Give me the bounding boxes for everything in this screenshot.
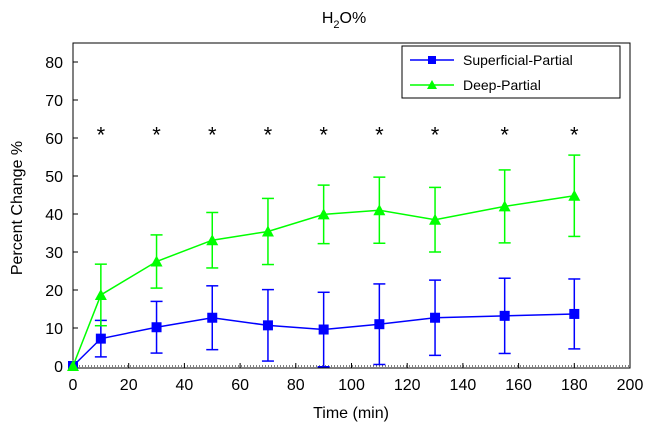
point-deep [498, 200, 511, 212]
point-superficial [499, 310, 510, 321]
chart-title: H2O% [322, 10, 366, 31]
point-deep [67, 360, 79, 371]
chart-title-subscript: 2 [333, 19, 339, 31]
legend-box [401, 45, 621, 99]
point-deep [373, 204, 386, 216]
point-deep [206, 234, 219, 246]
significance-marker: * [570, 122, 579, 147]
chart-title-rest: O% [340, 10, 367, 27]
x-tick-label: 80 [287, 377, 305, 394]
point-superficial [262, 320, 273, 331]
point-superficial [151, 322, 162, 333]
point-deep [317, 208, 330, 220]
point-superficial [430, 312, 441, 323]
significance-marker: * [500, 122, 509, 147]
significance-marker: * [375, 122, 384, 147]
significance-marker: * [319, 122, 328, 147]
x-tick-label: 120 [394, 377, 421, 394]
x-axis: 0 20 40 60 80 100 120 140 160 180 200 [69, 363, 644, 394]
y-tick-label: 40 [45, 207, 63, 224]
point-deep [94, 288, 107, 300]
legend-label-deep: Deep-Partial [463, 77, 541, 93]
x-tick-label: 60 [231, 377, 249, 394]
x-tick-label: 40 [176, 377, 194, 394]
y-tick-label: 80 [45, 55, 63, 72]
x-tick-label: 140 [450, 377, 477, 394]
significance-marker: * [152, 122, 161, 147]
x-tick-label: 160 [505, 377, 532, 394]
y-tick-label: 20 [45, 283, 63, 300]
x-tick-label: 100 [338, 377, 365, 394]
legend-marker-deep [427, 80, 437, 89]
significance-markers: * * * * * * * * * [97, 122, 579, 147]
significance-marker: * [208, 122, 217, 147]
x-axis-title: Time (min) [313, 405, 389, 422]
significance-marker: * [97, 122, 106, 147]
point-superficial [374, 319, 385, 330]
series-line-deep [72, 195, 575, 367]
y-tick-label: 60 [45, 131, 63, 148]
point-superficial [318, 324, 329, 335]
legend-label-superficial: Superficial-Partial [463, 52, 573, 68]
y-tick-label: 30 [45, 245, 63, 262]
y-axis-title: Percent Change % [9, 141, 26, 275]
point-deep [568, 189, 581, 201]
y-axis: 0 10 20 30 40 50 60 70 80 [45, 55, 78, 376]
x-tick-label: 180 [561, 377, 588, 394]
series-layer [67, 154, 581, 371]
legend: Superficial-Partial Deep-Partial [401, 45, 621, 99]
significance-marker: * [431, 122, 440, 147]
x-tick-label: 200 [617, 377, 644, 394]
x-tick-label: 20 [120, 377, 138, 394]
point-deep [150, 255, 163, 267]
point-deep [261, 225, 274, 237]
point-superficial [95, 333, 106, 344]
point-superficial [569, 308, 580, 319]
y-tick-label: 10 [45, 321, 63, 338]
x-tick-label: 0 [69, 377, 78, 394]
point-deep [429, 213, 442, 225]
series-line-superficial [72, 313, 575, 367]
legend-marker-superficial [428, 56, 436, 64]
significance-marker: * [264, 122, 273, 147]
y-tick-label: 70 [45, 93, 63, 110]
y-tick-label: 50 [45, 169, 63, 186]
point-superficial [207, 312, 218, 323]
y-tick-label: 0 [54, 359, 63, 376]
chart-title-main: H [322, 10, 334, 27]
